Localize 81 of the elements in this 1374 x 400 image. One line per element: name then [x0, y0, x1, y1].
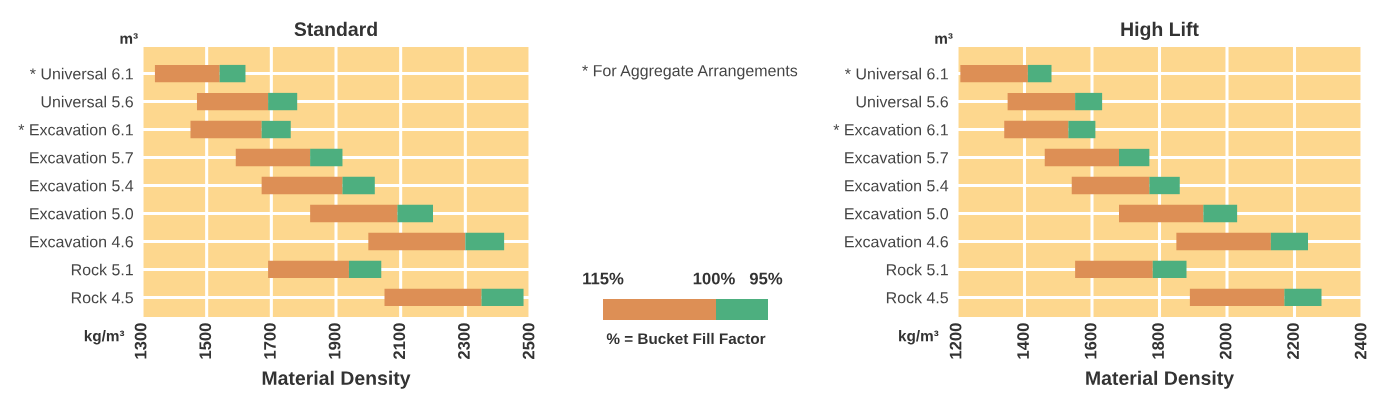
- x-tick-label: 1400: [1017, 323, 1029, 359]
- bar: [1007, 92, 1076, 111]
- bar: [310, 204, 398, 223]
- bar: [465, 232, 505, 251]
- bar: [1203, 204, 1238, 223]
- y-axis-title: m³: [935, 33, 953, 44]
- text: kg/m³: [84, 330, 125, 345]
- y-tick-label: Rock 5.1: [886, 263, 948, 276]
- y-tick-label: Excavation 5.0: [30, 207, 134, 220]
- bar: [190, 120, 262, 139]
- y-axis-title: m³: [120, 33, 138, 44]
- bar: [1270, 232, 1308, 251]
- y-tick-label: Universal 5.6: [41, 95, 133, 108]
- x-axis-title: Material Density: [1086, 370, 1234, 389]
- bar: [196, 92, 269, 111]
- chart-title: Standard: [294, 21, 377, 37]
- y-tick-label: Rock 4.5: [886, 291, 948, 304]
- bar: [219, 64, 246, 83]
- x-tick-label: 2400: [1354, 323, 1367, 360]
- bar: [1075, 92, 1103, 111]
- y-tick-label: * Excavation 6.1: [18, 123, 133, 136]
- chart-title: High Lift: [1121, 21, 1199, 41]
- x-tick-label: 2100: [393, 323, 406, 360]
- x-tick-label: 1800: [1152, 323, 1164, 359]
- y-tick-label: Universal 5.6: [856, 95, 948, 108]
- bar: [1284, 288, 1322, 307]
- x-tick-label: 2500: [522, 323, 535, 360]
- y-tick-label: Excavation 4.6: [845, 235, 948, 248]
- bar: [1004, 120, 1069, 139]
- bar: [310, 148, 343, 167]
- y-tick-label: Excavation 5.4: [845, 179, 949, 192]
- bar: [1189, 288, 1285, 307]
- text: 115%: [583, 272, 624, 285]
- bar: [235, 148, 311, 167]
- x-tick-label: 1600: [1084, 323, 1097, 359]
- x-axis-title: Material Density: [262, 370, 411, 389]
- bar: [261, 176, 343, 195]
- bar: [342, 176, 375, 195]
- bar: [384, 288, 482, 307]
- bar: [268, 260, 349, 279]
- bar: [397, 204, 433, 223]
- bar: [268, 92, 298, 111]
- bar: [368, 232, 466, 251]
- bar: [1068, 120, 1096, 139]
- bar: [1149, 176, 1180, 195]
- bar: [348, 260, 382, 279]
- x-tick-label: 2200: [1287, 323, 1299, 360]
- bar: [154, 64, 220, 83]
- y-tick-label: Rock 4.5: [71, 291, 133, 304]
- bar: [1119, 148, 1150, 167]
- text: 95%: [749, 272, 783, 285]
- text: 100%: [693, 272, 735, 285]
- x-tick-label: 1200: [949, 323, 962, 359]
- bar: [1071, 176, 1150, 195]
- text: kg/m³: [899, 330, 939, 345]
- x-tick-label: 2000: [1219, 323, 1232, 360]
- bar: [1044, 148, 1119, 167]
- y-tick-label: Excavation 5.7: [30, 151, 133, 164]
- x-tick-label: 1300: [134, 323, 147, 359]
- text: % = Bucket Fill Factor: [606, 332, 766, 345]
- x-tick-label: 1900: [328, 323, 341, 359]
- bar: [1176, 232, 1271, 251]
- bar: [1075, 260, 1153, 279]
- y-tick-label: Excavation 5.0: [845, 207, 949, 220]
- x-tick-label: 1700: [264, 323, 276, 359]
- y-tick-label: Excavation 4.6: [30, 235, 133, 248]
- y-tick-label: * Excavation 6.1: [833, 123, 948, 136]
- bar: [261, 120, 291, 139]
- x-tick-label: 1500: [199, 323, 212, 359]
- bar: [1152, 260, 1187, 279]
- bar: [960, 64, 1028, 83]
- x-tick-label: 2300: [458, 323, 470, 360]
- y-tick-label: Excavation 5.7: [845, 151, 948, 164]
- y-tick-label: Rock 5.1: [71, 263, 133, 276]
- y-tick-label: * Universal 6.1: [845, 67, 948, 80]
- bar: [1027, 64, 1052, 83]
- bar: [1119, 204, 1204, 223]
- y-tick-label: Excavation 5.4: [30, 179, 134, 192]
- text: * For Aggregate Arrangements: [582, 65, 798, 80]
- bar: [481, 288, 524, 307]
- y-tick-label: * Universal 6.1: [30, 67, 133, 80]
